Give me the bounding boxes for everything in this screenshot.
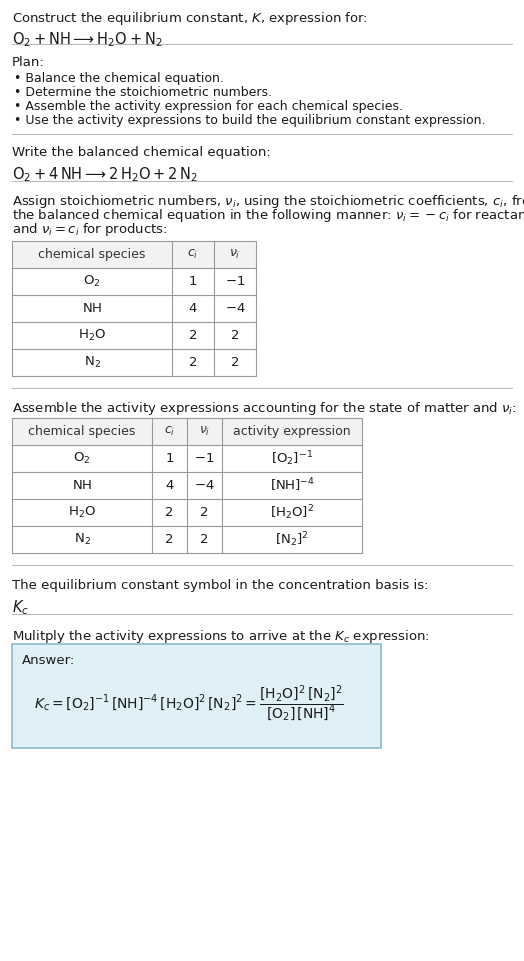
Text: $[\mathrm{NH}]^{-4}$: $[\mathrm{NH}]^{-4}$: [269, 477, 314, 494]
Text: $\mathrm{O}_2 + \mathrm{NH} \longrightarrow \mathrm{H}_2\mathrm{O} + \mathrm{N}_: $\mathrm{O}_2 + \mathrm{NH} \longrightar…: [12, 30, 163, 49]
Text: Plan:: Plan:: [12, 56, 45, 69]
Text: 2: 2: [200, 533, 209, 546]
Text: $-1$: $-1$: [225, 275, 245, 288]
Text: 4: 4: [189, 302, 197, 315]
Text: $c_i$: $c_i$: [188, 248, 199, 261]
Text: $\mathrm{NH}$: $\mathrm{NH}$: [82, 302, 102, 315]
Bar: [12, 241, 256, 376]
Text: $-4$: $-4$: [225, 302, 245, 315]
Text: 2: 2: [189, 356, 197, 369]
Text: The equilibrium constant symbol in the concentration basis is:: The equilibrium constant symbol in the c…: [12, 579, 429, 592]
Text: $[\mathrm{O}_2]^{-1}$: $[\mathrm{O}_2]^{-1}$: [271, 449, 313, 468]
Text: $[\mathrm{N}_2]^{2}$: $[\mathrm{N}_2]^{2}$: [275, 530, 309, 549]
Text: $\mathrm{H}_2\mathrm{O}$: $\mathrm{H}_2\mathrm{O}$: [68, 505, 96, 520]
Text: 2: 2: [200, 506, 209, 519]
Text: 1: 1: [189, 275, 197, 288]
Text: $\mathrm{O}_2$: $\mathrm{O}_2$: [73, 451, 91, 466]
Text: Write the balanced chemical equation:: Write the balanced chemical equation:: [12, 146, 271, 159]
FancyBboxPatch shape: [12, 644, 381, 748]
Bar: [12, 418, 362, 445]
Text: $\nu_i$: $\nu_i$: [199, 425, 210, 438]
Text: $\mathrm{O}_2 + 4\,\mathrm{NH} \longrightarrow 2\,\mathrm{H}_2\mathrm{O} + 2\,\m: $\mathrm{O}_2 + 4\,\mathrm{NH} \longrigh…: [12, 165, 198, 184]
Text: $c_i$: $c_i$: [164, 425, 175, 438]
Text: $\mathrm{O}_2$: $\mathrm{O}_2$: [83, 274, 101, 289]
Text: 2: 2: [189, 329, 197, 342]
Text: • Assemble the activity expression for each chemical species.: • Assemble the activity expression for e…: [14, 100, 403, 113]
Text: activity expression: activity expression: [233, 425, 351, 438]
Text: $-1$: $-1$: [194, 452, 215, 465]
Text: Answer:: Answer:: [22, 654, 75, 667]
Text: $K_c = [\mathrm{O}_2]^{-1}\,[\mathrm{NH}]^{-4}\,[\mathrm{H}_2\mathrm{O}]^{2}\,[\: $K_c = [\mathrm{O}_2]^{-1}\,[\mathrm{NH}…: [34, 684, 344, 725]
Text: 2: 2: [165, 533, 174, 546]
Text: • Use the activity expressions to build the equilibrium constant expression.: • Use the activity expressions to build …: [14, 114, 486, 127]
Text: and $\nu_i = c_i$ for products:: and $\nu_i = c_i$ for products:: [12, 221, 168, 238]
Text: Assemble the activity expressions accounting for the state of matter and $\nu_i$: Assemble the activity expressions accoun…: [12, 400, 517, 417]
Text: Assign stoichiometric numbers, $\nu_i$, using the stoichiometric coefficients, $: Assign stoichiometric numbers, $\nu_i$, …: [12, 193, 524, 210]
Text: $\mathrm{NH}$: $\mathrm{NH}$: [72, 479, 92, 492]
Text: chemical species: chemical species: [38, 248, 146, 261]
Bar: [12, 418, 362, 553]
Text: 2: 2: [165, 506, 174, 519]
Text: the balanced chemical equation in the following manner: $\nu_i = -c_i$ for react: the balanced chemical equation in the fo…: [12, 207, 524, 224]
Text: $-4$: $-4$: [194, 479, 215, 492]
Text: 1: 1: [165, 452, 174, 465]
Text: Construct the equilibrium constant, $K$, expression for:: Construct the equilibrium constant, $K$,…: [12, 10, 368, 27]
Text: chemical species: chemical species: [28, 425, 136, 438]
Text: $\mathrm{N}_2$: $\mathrm{N}_2$: [73, 532, 91, 547]
Text: Mulitply the activity expressions to arrive at the $K_c$ expression:: Mulitply the activity expressions to arr…: [12, 628, 430, 645]
Bar: [12, 241, 256, 268]
Text: 2: 2: [231, 329, 239, 342]
Text: 4: 4: [165, 479, 173, 492]
Text: $\mathrm{N}_2$: $\mathrm{N}_2$: [83, 355, 101, 370]
Text: $K_c$: $K_c$: [12, 598, 29, 617]
Text: $[\mathrm{H}_2\mathrm{O}]^{2}$: $[\mathrm{H}_2\mathrm{O}]^{2}$: [270, 504, 314, 522]
Text: $\mathrm{H}_2\mathrm{O}$: $\mathrm{H}_2\mathrm{O}$: [78, 328, 106, 343]
Text: • Balance the chemical equation.: • Balance the chemical equation.: [14, 72, 224, 85]
Text: $\nu_i$: $\nu_i$: [230, 248, 241, 261]
Text: 2: 2: [231, 356, 239, 369]
Text: • Determine the stoichiometric numbers.: • Determine the stoichiometric numbers.: [14, 86, 272, 99]
